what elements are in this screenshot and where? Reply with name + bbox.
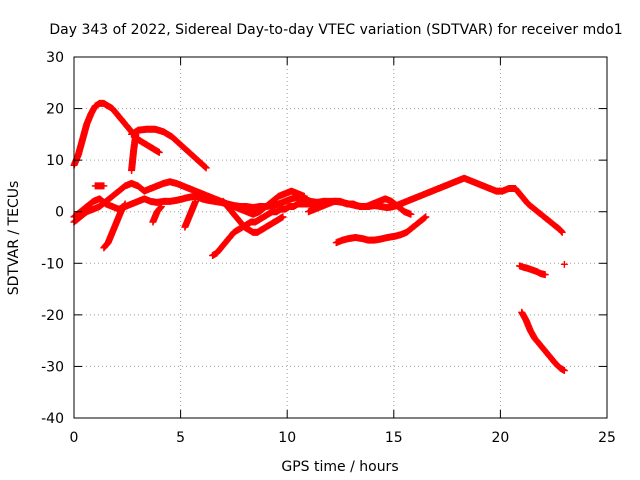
y-tick-label: -10 — [41, 256, 64, 272]
x-tick-label: 25 — [598, 430, 616, 446]
data-point — [202, 164, 210, 172]
series-arc-12 — [305, 195, 415, 218]
series-point-1 — [560, 260, 568, 268]
data-point — [541, 271, 549, 279]
x-axis-ticks: 0 5 10 15 20 25 — [70, 57, 616, 446]
data-point — [560, 367, 568, 375]
x-axis-label: GPS time / hours — [281, 459, 398, 475]
data-point — [558, 228, 566, 236]
y-tick-label: 30 — [46, 50, 64, 66]
series-arc-8 — [181, 197, 200, 231]
data-point — [560, 260, 568, 268]
data-point — [155, 148, 163, 156]
y-tick-label: 0 — [55, 205, 64, 221]
x-tick-label: 5 — [176, 430, 185, 446]
data-points — [70, 99, 568, 375]
x-tick-label: 10 — [278, 430, 296, 446]
y-axis-ticks: -40 -30 -20 -10 0 10 20 30 — [41, 50, 607, 427]
data-point — [279, 213, 287, 221]
series-arc-2 — [128, 125, 210, 172]
series-arc-3 — [128, 130, 140, 174]
series-arc-7 — [149, 203, 165, 226]
x-tick-label: 20 — [491, 430, 509, 446]
y-tick-label: -30 — [41, 359, 64, 375]
series-arc-11 — [332, 213, 430, 247]
series-arc-14 — [518, 308, 568, 375]
plot-frame — [73, 56, 608, 419]
x-tick-label: 15 — [385, 430, 403, 446]
data-point — [100, 182, 108, 190]
data-point — [121, 200, 129, 208]
series-arc-1 — [70, 99, 163, 169]
series-arc-6 — [100, 200, 129, 252]
series-arc-15 — [516, 262, 549, 279]
data-point — [558, 227, 566, 235]
y-tick-label: -20 — [41, 308, 64, 324]
grid-lines — [74, 57, 607, 418]
data-point — [192, 197, 200, 205]
y-tick-label: 10 — [46, 153, 64, 169]
data-point — [300, 192, 308, 200]
x-tick-label: 0 — [70, 430, 79, 446]
data-point — [201, 163, 209, 171]
series-arc-10 — [219, 197, 287, 236]
y-axis-label: SDTVAR / TECUs — [6, 181, 22, 296]
series-arc-13 — [91, 182, 108, 190]
data-point — [157, 203, 165, 211]
data-point — [421, 214, 429, 222]
data-point — [422, 213, 430, 221]
data-point — [157, 203, 165, 211]
chart-title: Day 343 of 2022, Sidereal Day-to-day VTE… — [49, 22, 622, 38]
y-tick-label: 20 — [46, 102, 64, 118]
data-point — [407, 210, 415, 218]
y-tick-label: -40 — [41, 411, 64, 427]
data-point — [132, 130, 140, 138]
